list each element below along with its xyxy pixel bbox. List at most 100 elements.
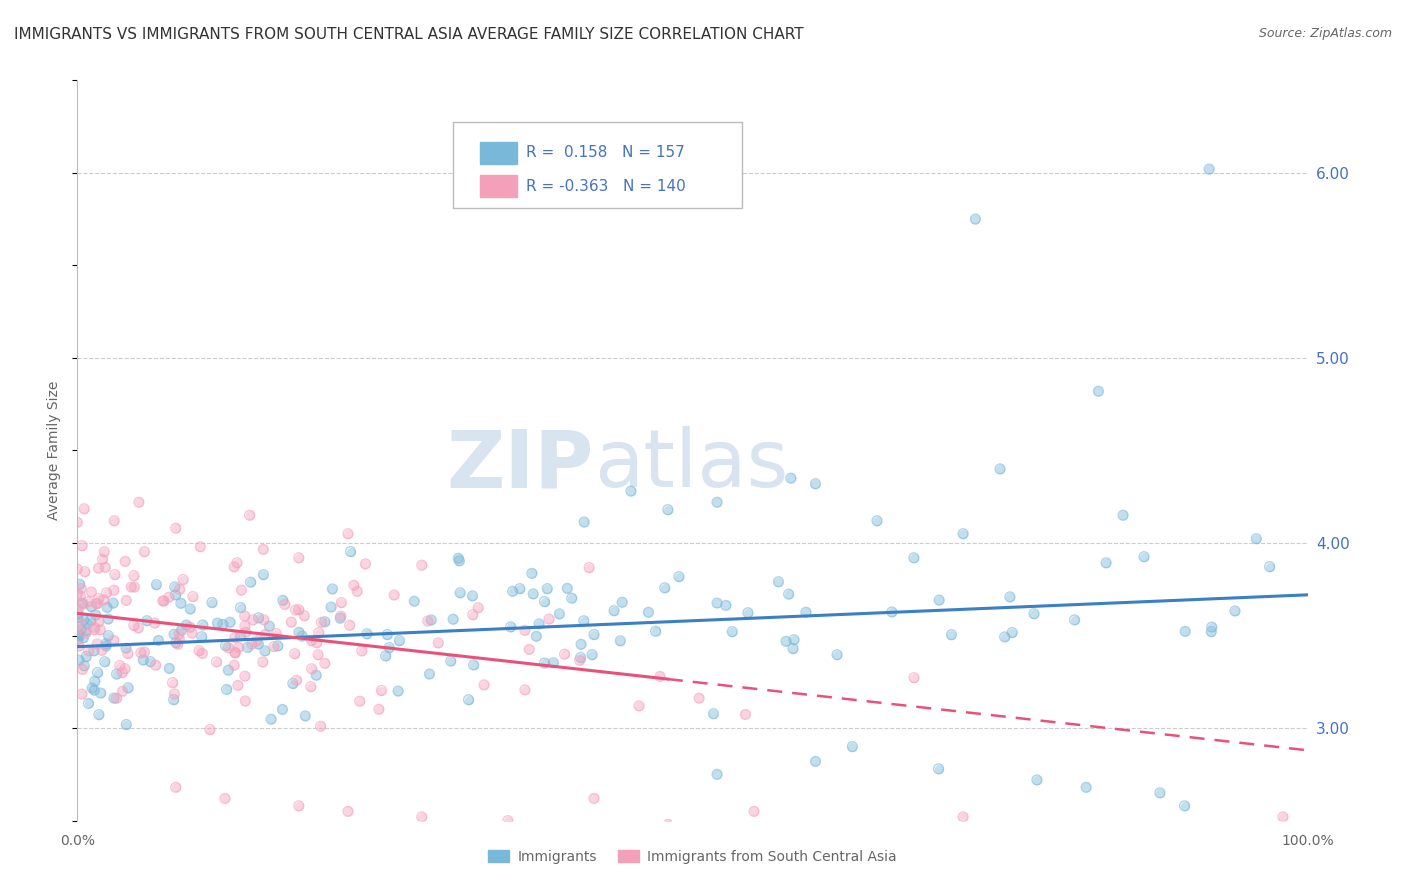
Point (440, 654, 463, 668)
Point (1063, 613, 1085, 627)
Point (162, 675, 184, 690)
Point (172, 573, 194, 587)
Point (1022, 607, 1045, 621)
Point (706, 596, 728, 610)
Point (214, 639, 236, 653)
Point (578, 560, 600, 574)
Point (311, 615, 333, 630)
Point (114, 662, 136, 676)
Point (66, 611, 89, 625)
Point (404, 594, 426, 608)
Point (1063, 613, 1085, 627)
Point (737, 606, 759, 620)
Point (583, 627, 606, 641)
Point (281, 676, 304, 690)
Point (75, 649, 97, 664)
Point (988, 462, 1011, 476)
Point (305, 635, 328, 649)
Point (254, 627, 277, 641)
Point (226, 556, 249, 570)
Point (367, 702, 389, 716)
Point (299, 680, 322, 694)
Point (259, 619, 281, 633)
Point (252, 542, 274, 557)
Point (1246, 532, 1268, 546)
Point (236, 640, 259, 655)
Point (69, 577, 91, 591)
Point (612, 595, 634, 609)
Point (181, 590, 204, 604)
Point (274, 598, 297, 612)
Point (620, 484, 643, 499)
Point (224, 631, 246, 645)
Point (165, 521, 187, 535)
Point (70, 539, 93, 553)
Point (72, 663, 94, 677)
Point (139, 655, 162, 669)
Point (706, 596, 728, 610)
Point (198, 723, 221, 737)
Point (105, 691, 128, 706)
Point (239, 508, 262, 523)
Point (233, 609, 256, 624)
Point (80, 614, 103, 628)
Point (83, 620, 105, 634)
Point (804, 476, 827, 491)
Point (228, 640, 250, 655)
Point (378, 640, 401, 655)
Point (1112, 508, 1135, 523)
Point (94, 637, 117, 651)
Point (76, 616, 98, 631)
Point (554, 647, 576, 661)
Point (97, 612, 120, 626)
Point (377, 627, 399, 641)
Point (804, 755, 827, 769)
Point (374, 648, 396, 663)
Point (411, 558, 433, 573)
Point (1087, 384, 1109, 399)
Point (224, 658, 246, 673)
Point (382, 588, 405, 602)
Point (214, 791, 236, 805)
Point (246, 634, 269, 648)
Point (134, 645, 156, 659)
Point (706, 495, 728, 509)
Point (73, 565, 96, 579)
Point (233, 619, 256, 633)
Point (117, 647, 139, 661)
Point (280, 615, 302, 630)
Point (229, 600, 252, 615)
Point (1095, 556, 1118, 570)
Point (367, 702, 389, 716)
Point (67, 607, 90, 621)
Point (86, 665, 108, 680)
Point (66, 562, 89, 576)
Point (239, 575, 262, 590)
Point (284, 647, 307, 661)
Point (70, 596, 93, 610)
Point (217, 663, 239, 677)
Point (307, 648, 329, 662)
Point (86, 597, 108, 611)
Point (1001, 625, 1024, 640)
Point (86, 665, 108, 680)
Point (91, 552, 114, 566)
Point (145, 577, 167, 591)
Point (866, 514, 889, 528)
Point (449, 554, 471, 568)
Point (742, 805, 765, 819)
Point (242, 613, 264, 627)
Point (387, 684, 409, 698)
Point (370, 683, 392, 698)
Point (67, 639, 90, 653)
Point (778, 587, 800, 601)
Point (205, 655, 228, 669)
Point (233, 619, 256, 633)
Point (163, 580, 186, 594)
Point (880, 605, 903, 619)
Point (96, 586, 118, 600)
Point (162, 675, 184, 690)
Point (628, 698, 651, 713)
Point (143, 616, 166, 631)
Point (136, 614, 159, 628)
